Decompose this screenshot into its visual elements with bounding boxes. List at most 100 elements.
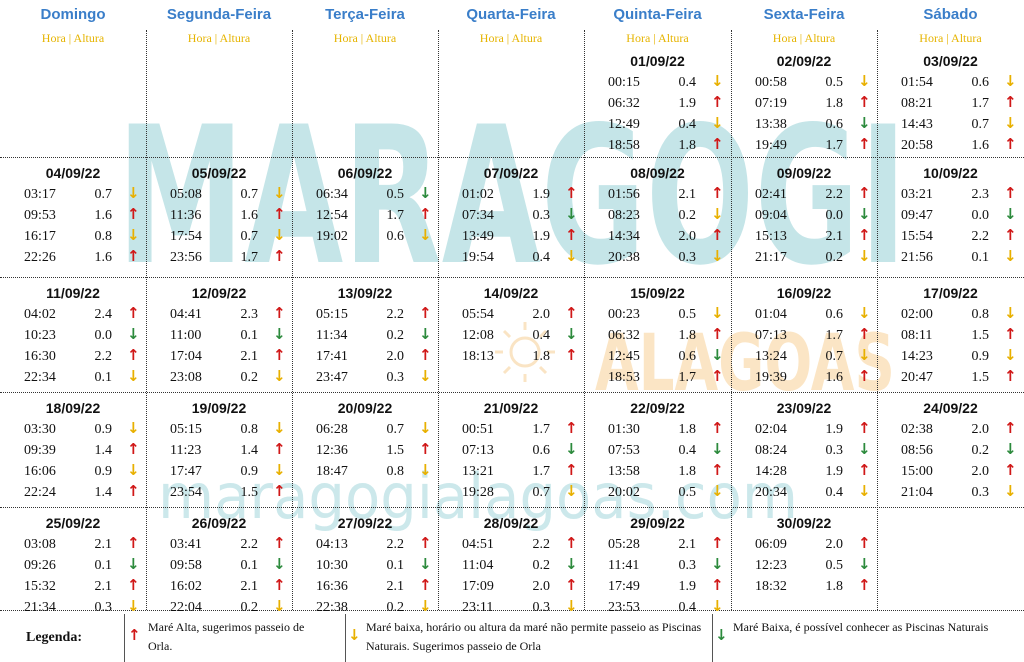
arrow-up-icon: ↑ [419, 534, 432, 552]
tide-height: 2.0 [386, 349, 405, 364]
arrow-up-icon: ↑ [273, 304, 286, 322]
tide-height: 0.0 [971, 208, 990, 223]
arrow-up-icon: ↑ [711, 184, 724, 202]
tide-height: 1.7 [678, 370, 697, 385]
tide-time: 06:09 [755, 537, 787, 552]
tide-entry: 04:51 2.2 ↑ [462, 534, 582, 554]
arrow-down-yellow-icon: ↓ [127, 367, 140, 385]
tide-height: 2.0 [532, 579, 551, 594]
tide-entry: 15:13 2.1 ↑ [755, 226, 875, 246]
arrow-up-icon: ↑ [1004, 184, 1017, 202]
tide-time: 20:34 [755, 485, 787, 500]
tide-height: 1.6 [971, 138, 990, 153]
tide-time: 13:21 [462, 464, 494, 479]
tide-entry: 21:04 0.3 ↓ [901, 482, 1021, 502]
tide-time: 05:15 [170, 422, 202, 437]
arrow-up-icon: ↑ [127, 534, 140, 552]
tide-height: 2.1 [678, 537, 697, 552]
tide-entry: 20:34 0.4 ↓ [755, 482, 875, 502]
day-date: 07/09/22 [483, 165, 539, 181]
tide-height: 0.3 [94, 600, 113, 615]
tide-entry: 21:34 0.3 ↓ [24, 597, 144, 617]
tide-height: 0.2 [240, 370, 259, 385]
tide-entry: 16:30 2.2 ↑ [24, 346, 144, 366]
arrow-up-icon: ↑ [127, 346, 140, 364]
tide-entry: 00:51 1.7 ↑ [462, 419, 582, 439]
tide-entry: 11:36 1.6 ↑ [170, 205, 290, 225]
day-date: 20/09/22 [337, 400, 393, 416]
tide-height: 2.1 [240, 579, 259, 594]
tide-entry: 15:32 2.1 ↑ [24, 576, 144, 596]
tide-entry: 22:26 1.6 ↑ [24, 247, 144, 267]
tide-entry: 22:24 1.4 ↑ [24, 482, 144, 502]
tide-entry: 14:28 1.9 ↑ [755, 461, 875, 481]
tide-height: 1.9 [678, 96, 697, 111]
tide-entry: 22:04 0.2 ↓ [170, 597, 290, 617]
arrow-up-icon: ↑ [858, 226, 871, 244]
tide-height: 0.4 [532, 328, 551, 343]
tide-entry: 15:00 2.0 ↑ [901, 461, 1021, 481]
arrow-up-icon: ↑ [1004, 419, 1017, 437]
arrow-up-icon: ↑ [127, 440, 140, 458]
tide-time: 17:47 [170, 464, 202, 479]
weekday-header-5: Quinta-Feira [613, 6, 702, 23]
tide-entry: 13:38 0.6 ↓ [755, 114, 875, 134]
tide-height: 1.4 [94, 485, 113, 500]
tide-entry: 05:54 2.0 ↑ [462, 304, 582, 324]
tide-entry: 05:08 0.7 ↓ [170, 184, 290, 204]
arrow-down-yellow-icon: ↓ [565, 482, 578, 500]
tide-entry: 09:47 0.0 ↓ [901, 205, 1021, 225]
tide-time: 00:23 [608, 307, 640, 322]
tide-height: 1.8 [532, 349, 551, 364]
tide-time: 02:00 [901, 307, 933, 322]
tide-entry: 12:08 0.4 ↓ [462, 325, 582, 345]
tide-height: 1.5 [971, 328, 990, 343]
day-date: 16/09/22 [776, 285, 832, 301]
arrow-up-icon: ↑ [1004, 461, 1017, 479]
tide-height: 1.7 [240, 250, 259, 265]
tide-time: 15:00 [901, 464, 933, 479]
day-date: 02/09/22 [776, 53, 832, 69]
tide-height: 1.6 [240, 208, 259, 223]
arrow-up-icon: ↑ [1004, 226, 1017, 244]
arrow-down-yellow-icon: ↓ [127, 419, 140, 437]
arrow-up-icon: ↑ [565, 576, 578, 594]
day-date: 30/09/22 [776, 515, 832, 531]
tide-time: 16:02 [170, 579, 202, 594]
tide-entry: 19:02 0.6 ↓ [316, 226, 436, 246]
tide-height: 1.7 [825, 328, 844, 343]
tide-time: 18:32 [755, 579, 787, 594]
arrow-down-yellow-icon: ↓ [711, 597, 724, 615]
tide-time: 09:39 [24, 443, 56, 458]
tide-entry: 17:41 2.0 ↑ [316, 346, 436, 366]
tide-time: 09:58 [170, 558, 202, 573]
day-date: 12/09/22 [191, 285, 247, 301]
arrow-up-icon: ↑ [565, 304, 578, 322]
arrow-down-green-icon: ↓ [419, 325, 432, 343]
arrow-down-green-icon: ↓ [273, 555, 286, 573]
tide-height: 1.6 [94, 208, 113, 223]
arrow-down-green-icon: ↓ [565, 325, 578, 343]
column-subheader: Hora | Altura [626, 31, 689, 45]
tide-time: 13:38 [755, 117, 787, 132]
arrow-up-icon: ↑ [711, 226, 724, 244]
tide-time: 19:39 [755, 370, 787, 385]
tide-time: 13:58 [608, 464, 640, 479]
tide-height: 0.3 [532, 208, 551, 223]
tide-height: 0.7 [532, 485, 551, 500]
tide-height: 0.0 [94, 328, 113, 343]
day-date: 28/09/22 [483, 515, 539, 531]
tide-entry: 00:23 0.5 ↓ [608, 304, 728, 324]
arrow-up-icon: ↑ [273, 247, 286, 265]
tide-height: 2.0 [678, 229, 697, 244]
tide-entry: 16:06 0.9 ↓ [24, 461, 144, 481]
tide-time: 17:09 [462, 579, 494, 594]
tide-height: 1.7 [532, 464, 551, 479]
arrow-down-yellow-icon: ↓ [1004, 114, 1017, 132]
tide-entry: 00:58 0.5 ↓ [755, 72, 875, 92]
tide-time: 16:17 [24, 229, 56, 244]
tide-entry: 14:34 2.0 ↑ [608, 226, 728, 246]
row-divider [0, 392, 1024, 393]
tide-time: 12:36 [316, 443, 348, 458]
tide-height: 2.4 [94, 307, 113, 322]
